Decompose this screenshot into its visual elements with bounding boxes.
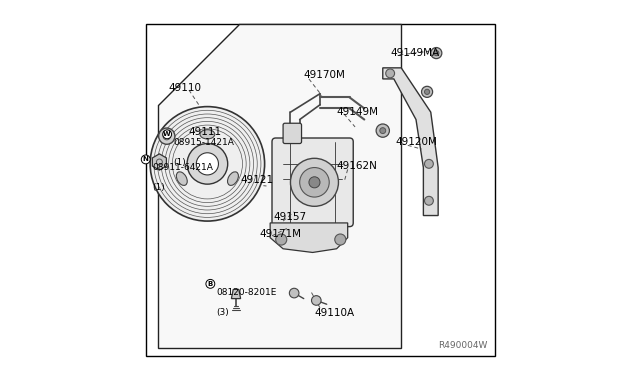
Circle shape bbox=[424, 89, 429, 94]
Text: 08915-1421A: 08915-1421A bbox=[173, 138, 234, 147]
Polygon shape bbox=[152, 154, 166, 170]
Circle shape bbox=[434, 51, 439, 56]
Circle shape bbox=[163, 130, 172, 139]
Circle shape bbox=[289, 288, 299, 298]
Polygon shape bbox=[383, 68, 438, 215]
FancyBboxPatch shape bbox=[283, 123, 301, 144]
Circle shape bbox=[380, 128, 386, 134]
Polygon shape bbox=[157, 23, 401, 349]
Text: W: W bbox=[163, 131, 171, 137]
Ellipse shape bbox=[177, 172, 188, 185]
Circle shape bbox=[424, 160, 433, 168]
Circle shape bbox=[150, 107, 264, 221]
Text: 08120-8201E: 08120-8201E bbox=[216, 288, 277, 296]
Circle shape bbox=[163, 132, 170, 140]
Ellipse shape bbox=[228, 172, 239, 185]
Text: (1): (1) bbox=[152, 183, 164, 192]
FancyBboxPatch shape bbox=[272, 138, 353, 227]
Circle shape bbox=[187, 144, 228, 184]
Text: 49170M: 49170M bbox=[303, 70, 345, 80]
Text: B: B bbox=[208, 281, 213, 287]
Text: 49110A: 49110A bbox=[314, 308, 355, 318]
Circle shape bbox=[159, 128, 175, 144]
Circle shape bbox=[312, 296, 321, 305]
Text: (1): (1) bbox=[173, 158, 186, 167]
Polygon shape bbox=[270, 223, 348, 253]
Polygon shape bbox=[232, 289, 241, 299]
Circle shape bbox=[424, 196, 433, 205]
Circle shape bbox=[386, 69, 395, 78]
Text: 08911-6421A: 08911-6421A bbox=[152, 163, 213, 172]
Text: 49149M: 49149M bbox=[337, 107, 379, 117]
Circle shape bbox=[291, 158, 339, 206]
Text: R490004W: R490004W bbox=[438, 341, 488, 350]
Circle shape bbox=[431, 48, 442, 59]
Circle shape bbox=[300, 167, 329, 197]
Ellipse shape bbox=[200, 130, 215, 139]
Circle shape bbox=[422, 86, 433, 97]
Text: 49110: 49110 bbox=[168, 83, 202, 93]
Text: N: N bbox=[143, 156, 148, 163]
Text: 49157: 49157 bbox=[274, 212, 307, 222]
Circle shape bbox=[276, 234, 287, 245]
FancyBboxPatch shape bbox=[147, 23, 495, 356]
Circle shape bbox=[376, 124, 389, 137]
Text: 49171M: 49171M bbox=[259, 229, 301, 239]
Circle shape bbox=[309, 177, 320, 188]
Circle shape bbox=[335, 234, 346, 245]
Text: 49149MA: 49149MA bbox=[390, 48, 439, 58]
Text: 49111: 49111 bbox=[189, 128, 222, 138]
Text: 49121: 49121 bbox=[241, 176, 274, 186]
Text: 49162N: 49162N bbox=[337, 161, 378, 171]
Text: (3): (3) bbox=[216, 308, 229, 317]
Circle shape bbox=[141, 155, 150, 164]
Circle shape bbox=[196, 153, 218, 175]
Text: 49120M: 49120M bbox=[396, 137, 438, 147]
Circle shape bbox=[206, 279, 215, 288]
